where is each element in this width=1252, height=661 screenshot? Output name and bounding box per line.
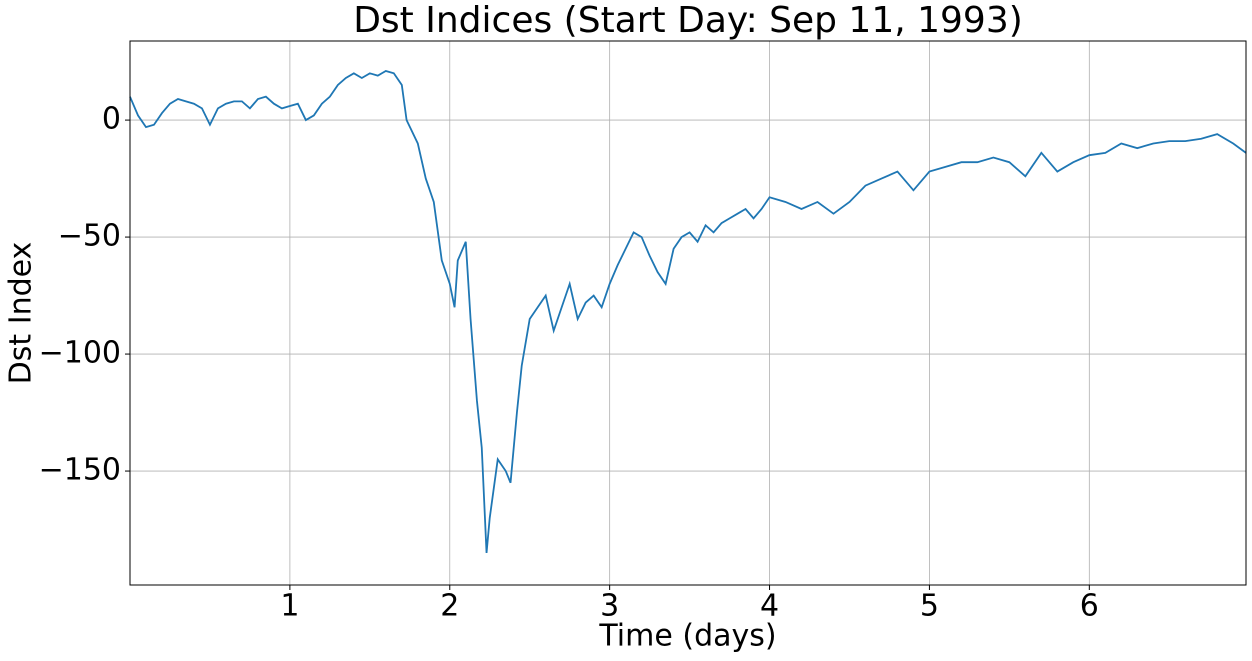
plot-frame <box>129 40 1247 586</box>
x-tick-label: 1 <box>280 589 299 624</box>
x-axis-label: Time (days) <box>598 619 776 654</box>
y-axis-label: Dst Index <box>4 242 39 385</box>
x-tick-label: 6 <box>1080 589 1099 624</box>
y-tick-label: −50 <box>58 219 121 254</box>
x-tick-label: 2 <box>440 589 459 624</box>
y-tick-label: −150 <box>39 453 121 488</box>
y-tick-label: −100 <box>39 336 121 371</box>
x-tick-label: 4 <box>760 589 779 624</box>
chart-title: Dst Indices (Start Day: Sep 11, 1993) <box>353 0 1023 41</box>
y-tick-label: 0 <box>102 102 121 137</box>
x-tick-label: 5 <box>920 589 939 624</box>
x-tick-label: 3 <box>600 589 619 624</box>
line <box>129 69 1247 554</box>
